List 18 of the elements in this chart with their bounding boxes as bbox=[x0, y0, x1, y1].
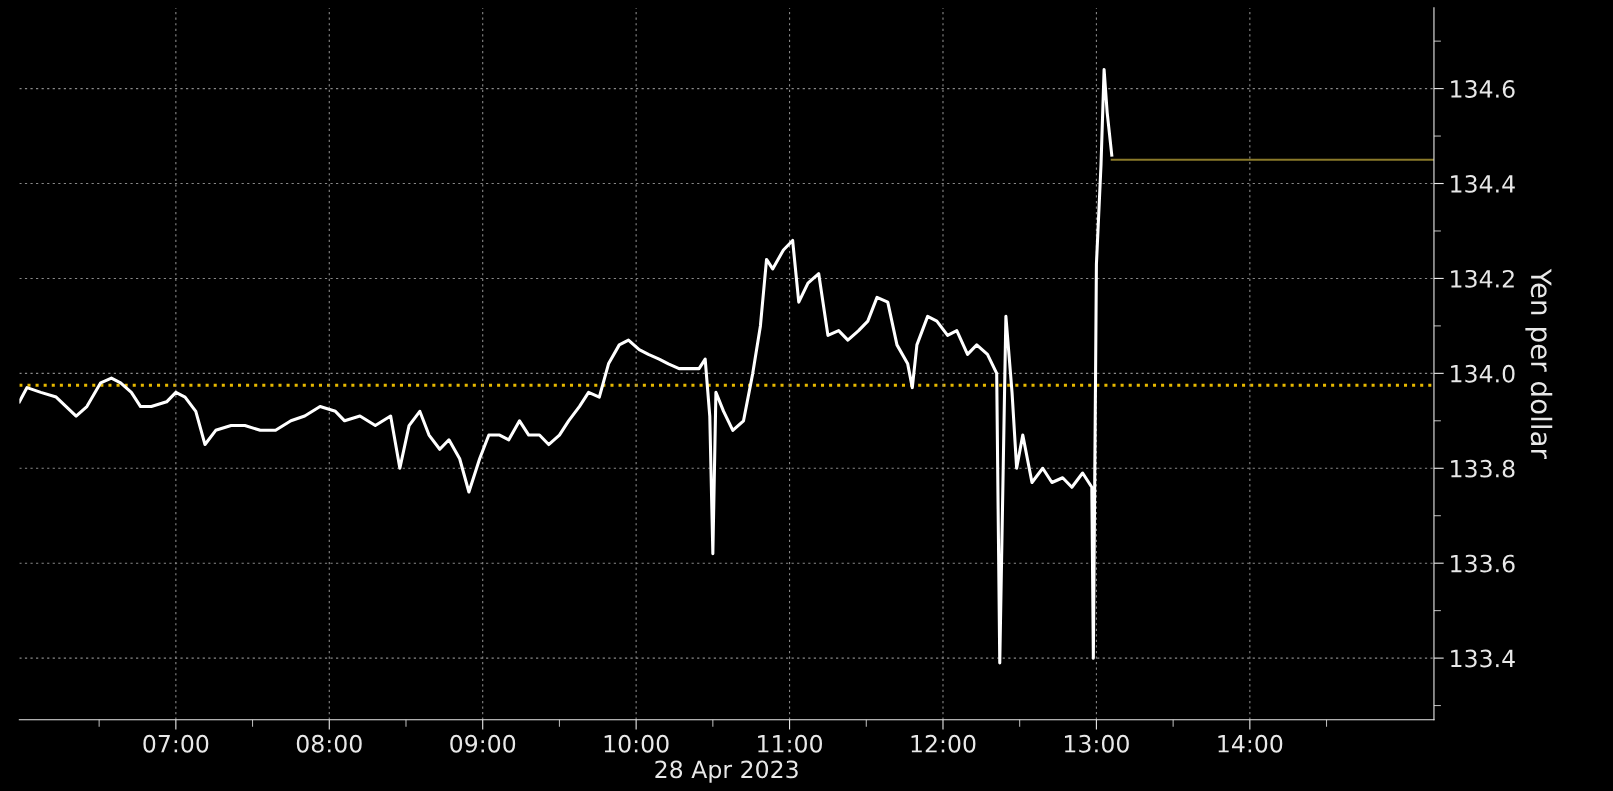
y-tick-label: 134.6 bbox=[1451, 80, 1515, 98]
x-tick-label: 08:00 bbox=[296, 734, 362, 753]
y-tick-label: 133.8 bbox=[1451, 459, 1515, 478]
line-series bbox=[19, 68, 1114, 665]
y-tick-label: 134.4 bbox=[1451, 174, 1515, 193]
x-tick-label: 11:00 bbox=[758, 734, 823, 753]
x-tick-label: 13:00 bbox=[1064, 734, 1129, 753]
y-axis-title: Yen per dollar bbox=[1525, 268, 1553, 459]
y-tick-label: 133.4 bbox=[1451, 649, 1515, 668]
x-tick-label: 12:00 bbox=[911, 734, 976, 753]
x-axis-title: 28 Apr 2023 bbox=[655, 760, 798, 783]
y-tick-label: 133.6 bbox=[1451, 554, 1515, 573]
y-tick-label: 134.0 bbox=[1451, 364, 1515, 383]
x-tick-label: 09:00 bbox=[450, 734, 516, 753]
x-tick-label: 07:00 bbox=[143, 734, 209, 753]
y-tick-label: 134.2 bbox=[1451, 269, 1514, 288]
x-tick-label: 10:00 bbox=[604, 734, 669, 753]
x-tick-label: 14:00 bbox=[1218, 734, 1283, 753]
